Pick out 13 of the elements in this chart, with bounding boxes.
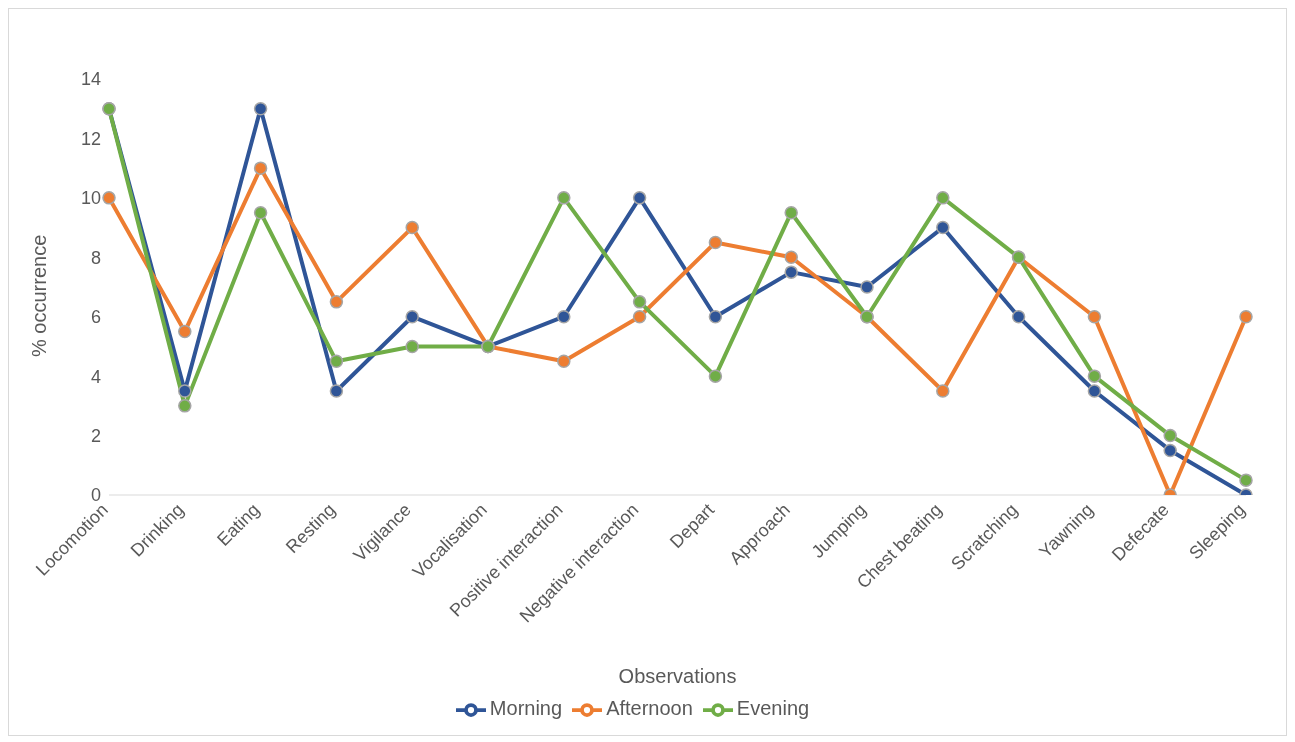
y-tick-label: 0 — [90, 485, 101, 506]
y-tick-label: 6 — [90, 307, 101, 328]
y-tick-label: 14 — [80, 69, 101, 90]
legend-label: Evening — [736, 697, 810, 720]
y-tick-label: 4 — [90, 366, 101, 387]
y-tick-label: 10 — [80, 188, 101, 209]
y-axis-title: % occurrence — [28, 234, 51, 357]
legend-label: Morning — [489, 697, 563, 720]
x-axis-title: Observations — [618, 665, 737, 687]
y-tick-label: 12 — [80, 128, 101, 149]
y-tick-label: 2 — [90, 425, 101, 446]
y-tick-label: 8 — [90, 247, 101, 268]
legend-label: Afternoon — [606, 697, 693, 720]
